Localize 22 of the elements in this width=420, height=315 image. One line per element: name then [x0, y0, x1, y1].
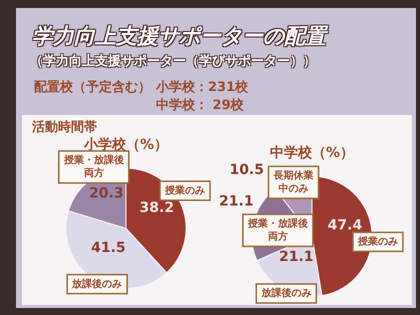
data-label: 38.2	[140, 200, 174, 216]
text: 活動時間帯	[31, 120, 97, 135]
slice-label: 長期休業中のみ	[272, 169, 314, 194]
slice-label: 授業・放課後両方	[246, 217, 308, 242]
slice-label: 授業・放課後両方	[62, 154, 124, 180]
slice-label: 授業のみ	[356, 236, 398, 248]
data-label: 10.5	[229, 162, 264, 178]
text: 小学校：231校	[156, 79, 248, 96]
text: 配置校（予定含む）	[34, 78, 151, 96]
data-label: 47.4	[328, 217, 362, 234]
slice-label: 授業のみ	[164, 184, 205, 196]
chart-title: 中学校（%）	[270, 145, 354, 162]
slice-label: 放課後のみ	[71, 278, 122, 290]
slice-label: 放課後のみ	[260, 287, 312, 300]
data-label: 20.3	[89, 185, 124, 202]
text: 中学校： 29校	[156, 97, 244, 114]
data-label: 21.1	[219, 194, 254, 210]
text: （学力向上支援サポーター（学びサポーター））	[30, 53, 316, 70]
data-label: 41.5	[91, 240, 126, 256]
text: 学力向上支援サポーターの配置	[32, 23, 326, 50]
data-label: 21.1	[279, 249, 314, 266]
chart-title: 小学校（%）	[82, 137, 168, 154]
